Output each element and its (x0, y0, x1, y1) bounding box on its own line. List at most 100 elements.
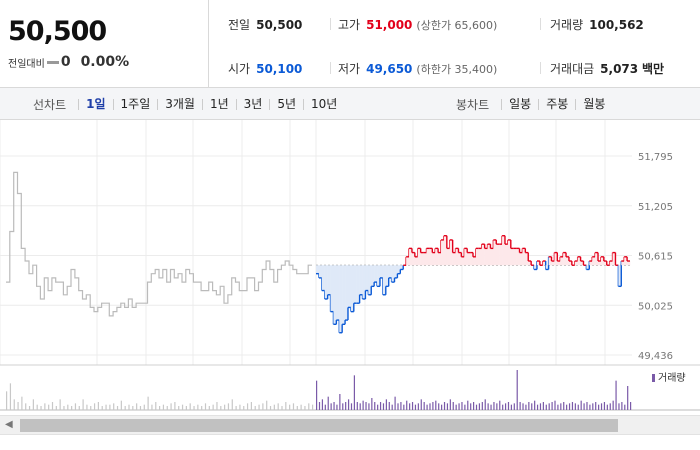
volume-bar-today (438, 403, 440, 410)
volume-bar-today (345, 402, 347, 410)
divider (330, 18, 331, 30)
stat-open: 시가 50,100 (228, 60, 302, 77)
tab-3y[interactable]: 3년 (235, 98, 270, 110)
volume-legend: 거래량 (658, 372, 686, 384)
area-fill (467, 252, 471, 266)
y-tick-label: 50,615 (638, 252, 673, 263)
volume-bar-prev (109, 404, 111, 410)
volume-bar-today (545, 404, 547, 410)
volume-bar-today (548, 403, 550, 410)
volume-bar-today (420, 399, 422, 410)
tab-monthly[interactable]: 월봉 (575, 98, 612, 110)
chart-scrollbar[interactable]: ◀ (0, 415, 700, 435)
quote-stats: 전일 50,500 고가 51,000 (상한가 65,600) 거래량 100,562… (210, 0, 700, 88)
volume-bar-prev (32, 399, 34, 410)
volume-bar-prev (82, 399, 84, 410)
volume-bar-prev (13, 399, 15, 410)
change-value: 0 (60, 54, 71, 70)
volume-bar-today (391, 404, 393, 410)
volume-bar-prev (90, 406, 92, 410)
area-fill (432, 252, 436, 266)
volume-bar-today (493, 402, 495, 410)
y-tick-label: 50,025 (638, 301, 673, 312)
scroll-left-icon[interactable]: ◀ (5, 419, 13, 430)
area-fill (443, 235, 448, 266)
volume-bar-today (580, 400, 582, 410)
area-fill (475, 248, 480, 266)
area-fill (429, 248, 433, 266)
volume-bar-prev (97, 402, 99, 410)
tab-10y[interactable]: 10년 (303, 98, 344, 110)
volume-bar-today (502, 404, 504, 410)
area-fill (551, 261, 555, 266)
volume-bar-prev (55, 406, 57, 410)
area-fill (536, 261, 541, 266)
volume-bar-prev (300, 404, 302, 410)
area-fill (600, 256, 605, 266)
line-chart-tabs: 선차트 1일 1주일 3개월 1년 3년 5년 10년 (33, 88, 344, 120)
volume-bar-prev (139, 406, 142, 410)
volume-bar-today (324, 404, 326, 410)
area-fill (504, 244, 509, 266)
y-tick-label: 51,795 (638, 152, 673, 163)
volume-bar-today (598, 404, 600, 410)
volume-bar-today (467, 400, 469, 410)
area-fill (493, 239, 497, 266)
volume-bar-prev (189, 403, 191, 410)
volume-bar-today (612, 400, 614, 410)
change-percent: 0.00% (80, 54, 130, 70)
volume-bar-today (522, 403, 524, 410)
tab-1d[interactable]: 1일 (78, 98, 112, 110)
stat-value: 50,100 (256, 62, 303, 76)
area-fill (499, 244, 503, 266)
area-fill (548, 256, 552, 266)
volume-bar-today (441, 404, 443, 410)
stat-label: 전일 (228, 18, 251, 32)
volume-bar-prev (17, 402, 19, 410)
prev-day-line-path (6, 171, 312, 317)
volume-bar-prev (116, 406, 119, 410)
area-fill (371, 265, 375, 287)
volume-bar-prev (208, 406, 210, 410)
area-fill (490, 248, 494, 266)
area-fill (397, 265, 401, 274)
area-fill (624, 256, 628, 266)
volume-bar-prev (40, 406, 42, 410)
divider (540, 62, 541, 74)
y-tick-label: 49,436 (638, 351, 673, 362)
volume-bar-today (574, 403, 576, 410)
volume-bar-prev (162, 404, 165, 410)
tab-5y[interactable]: 5년 (269, 98, 303, 110)
stat-label: 거래대금 (550, 62, 595, 76)
tab-1w[interactable]: 1주일 (112, 98, 158, 110)
tab-3m[interactable]: 3개월 (157, 98, 202, 110)
volume-bar-prev (246, 403, 249, 410)
volume-bar-prev (63, 406, 65, 410)
volume-bar-prev (269, 406, 272, 410)
today-line (316, 235, 631, 334)
area-fill (563, 252, 567, 266)
volume-bar-today (368, 403, 370, 410)
volume-bar-today (321, 399, 324, 410)
area-fill (478, 248, 482, 266)
volume-bar-prev (220, 406, 222, 410)
area-fill (400, 265, 404, 270)
volume-legend-swatch (652, 374, 655, 382)
tab-weekly[interactable]: 주봉 (538, 98, 575, 110)
area-fill (458, 252, 462, 266)
tab-daily[interactable]: 일봉 (501, 98, 538, 110)
tab-1y[interactable]: 1년 (201, 98, 236, 110)
volume-bar-prev (128, 404, 130, 410)
area-fill (568, 261, 573, 266)
area-fill (385, 265, 389, 287)
area-fill (612, 252, 616, 266)
volume-bar-today (499, 400, 501, 410)
volume-bar-today (394, 396, 396, 410)
area-fill (545, 265, 549, 270)
scroll-thumb[interactable] (20, 419, 618, 432)
volume-bar-prev (170, 403, 172, 410)
price-chart[interactable]: 51,795 51,205 50,615 50,025 49,436 거래량 (0, 120, 700, 415)
volume-bar-today (600, 403, 603, 410)
volume-bar-prev (136, 403, 138, 410)
area-fill (557, 261, 561, 266)
